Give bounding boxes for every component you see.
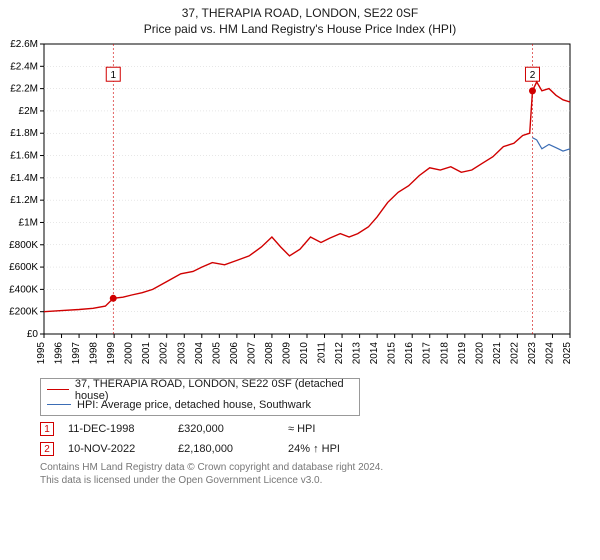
svg-text:2004: 2004 <box>194 342 205 365</box>
sale-row: 2 10-NOV-2022 £2,180,000 24% ↑ HPI <box>40 440 600 458</box>
svg-text:1999: 1999 <box>106 342 117 365</box>
sale-date: 11-DEC-1998 <box>68 423 178 435</box>
sales-list: 1 11-DEC-1998 £320,000 ≈ HPI 2 10-NOV-20… <box>40 420 600 458</box>
svg-text:2: 2 <box>530 70 536 81</box>
legend-entry-hpi: HPI: Average price, detached house, Sout… <box>47 397 353 412</box>
svg-text:£1.6M: £1.6M <box>10 151 38 162</box>
svg-text:£1.8M: £1.8M <box>10 128 38 139</box>
svg-text:2001: 2001 <box>141 342 152 365</box>
sale-diff: ≈ HPI <box>288 423 388 435</box>
svg-text:2021: 2021 <box>492 342 503 365</box>
svg-text:2016: 2016 <box>404 342 415 365</box>
svg-text:2007: 2007 <box>246 342 257 365</box>
title-line-2: Price paid vs. HM Land Registry's House … <box>0 22 600 36</box>
svg-text:2000: 2000 <box>124 342 135 365</box>
sale-row: 1 11-DEC-1998 £320,000 ≈ HPI <box>40 420 600 438</box>
svg-text:2018: 2018 <box>439 342 450 365</box>
svg-text:2009: 2009 <box>281 342 292 365</box>
svg-text:2022: 2022 <box>509 342 520 365</box>
svg-text:2008: 2008 <box>264 342 275 365</box>
svg-text:£2.4M: £2.4M <box>10 61 38 72</box>
svg-text:2006: 2006 <box>229 342 240 365</box>
svg-text:£400K: £400K <box>9 284 38 295</box>
svg-text:2010: 2010 <box>299 342 310 365</box>
svg-text:2025: 2025 <box>562 342 573 365</box>
title-line-1: 37, THERAPIA ROAD, LONDON, SE22 0SF <box>0 6 600 20</box>
svg-text:2020: 2020 <box>474 342 485 365</box>
price-chart: £0 £200K £400K £600K £800K £1M £1.2M £1.4M £1.6M… <box>0 36 580 376</box>
svg-text:2024: 2024 <box>544 342 555 365</box>
svg-text:£2.2M: £2.2M <box>10 84 38 95</box>
svg-text:2005: 2005 <box>211 342 222 365</box>
svg-text:1996: 1996 <box>54 342 65 365</box>
svg-text:1997: 1997 <box>71 342 82 365</box>
legend-swatch-price <box>47 389 69 390</box>
svg-text:£600K: £600K <box>9 262 38 273</box>
svg-text:2011: 2011 <box>317 342 328 364</box>
svg-text:£200K: £200K <box>9 307 38 318</box>
svg-text:£1M: £1M <box>19 217 38 228</box>
svg-text:£1.2M: £1.2M <box>10 195 38 206</box>
svg-text:2002: 2002 <box>159 342 170 365</box>
svg-text:2012: 2012 <box>334 342 345 365</box>
svg-text:2013: 2013 <box>352 342 363 365</box>
legend-entry-price: 37, THERAPIA ROAD, LONDON, SE22 0SF (det… <box>47 382 353 397</box>
sale-price: £2,180,000 <box>178 443 288 455</box>
footer: Contains HM Land Registry data © Crown c… <box>40 462 560 487</box>
svg-text:£0: £0 <box>27 329 39 340</box>
sale-marker: 2 <box>40 442 54 456</box>
svg-text:1: 1 <box>110 70 116 81</box>
svg-text:2003: 2003 <box>176 342 187 365</box>
svg-text:£2.6M: £2.6M <box>10 39 38 50</box>
legend-swatch-hpi <box>47 404 71 405</box>
svg-text:1998: 1998 <box>89 342 100 365</box>
footer-line-2: This data is licensed under the Open Gov… <box>40 475 560 488</box>
sale-marker: 1 <box>40 422 54 436</box>
svg-text:1995: 1995 <box>36 342 47 365</box>
sale-price: £320,000 <box>178 423 288 435</box>
legend: 37, THERAPIA ROAD, LONDON, SE22 0SF (det… <box>40 378 360 416</box>
svg-text:£1.4M: £1.4M <box>10 173 38 184</box>
svg-text:2017: 2017 <box>422 342 433 365</box>
svg-text:£2M: £2M <box>19 106 38 117</box>
svg-text:£800K: £800K <box>9 240 38 251</box>
svg-text:2014: 2014 <box>369 342 380 365</box>
sale-diff: 24% ↑ HPI <box>288 443 388 455</box>
svg-text:2019: 2019 <box>457 342 468 365</box>
footer-line-1: Contains HM Land Registry data © Crown c… <box>40 462 560 475</box>
sale-date: 10-NOV-2022 <box>68 443 178 455</box>
chart-title-block: 37, THERAPIA ROAD, LONDON, SE22 0SF Pric… <box>0 0 600 36</box>
svg-text:2015: 2015 <box>387 342 398 365</box>
svg-text:2023: 2023 <box>527 342 538 365</box>
legend-label-hpi: HPI: Average price, detached house, Sout… <box>77 399 311 411</box>
